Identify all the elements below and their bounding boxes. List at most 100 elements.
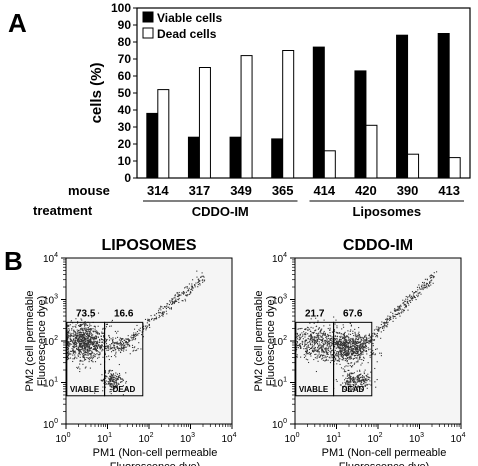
event-point [106,348,108,350]
event-point [80,334,82,336]
event-point [88,330,90,333]
event-point [363,343,365,345]
event-point [86,344,88,346]
event-point [191,287,193,289]
event-point [320,347,322,349]
event-point [87,339,89,341]
event-point [123,347,125,349]
event-point [319,355,321,357]
event-point [74,354,76,356]
event-point [329,362,332,364]
event-point [310,337,312,339]
event-point [364,385,367,387]
event-point [366,341,369,343]
event-point [78,348,80,350]
event-point [97,342,99,344]
event-point [416,291,418,293]
event-point [192,289,194,291]
event-point [77,335,79,337]
event-point [190,288,192,291]
event-point [74,339,77,341]
event-point [340,353,343,355]
event-point [367,373,369,375]
event-point [347,345,350,347]
event-point [351,350,353,352]
x-axis-label-line1: PM1 (Non-cell permeable [93,447,218,459]
event-point [365,374,367,376]
event-point [363,337,365,339]
event-point [113,381,115,383]
event-point [85,329,87,331]
event-point [100,363,102,365]
event-point [340,333,342,335]
event-point [67,353,70,355]
event-point [362,343,364,345]
x-axis-label-line2: Fluorescence dye) [110,461,201,466]
event-point [395,309,397,311]
y-tick-label: 20 [118,137,132,151]
event-point [85,337,87,339]
event-point [337,332,339,334]
event-point [71,329,73,331]
event-point [363,357,365,359]
event-point [314,342,316,344]
event-point [324,343,326,345]
event-point [340,367,343,369]
event-point [348,388,351,390]
gate-viable-label: VIABLE [299,385,329,394]
event-point [372,339,374,341]
event-point [309,353,312,355]
event-point [321,328,323,330]
event-point [354,331,356,333]
event-point [326,337,328,339]
event-point [85,358,87,361]
event-point [106,356,108,358]
event-point [357,340,359,342]
event-point [321,341,323,343]
event-point [89,323,91,325]
event-point [76,339,79,341]
event-point [84,351,86,354]
event-point [366,376,368,378]
event-point [111,319,113,321]
event-point [95,335,97,337]
event-point [327,359,329,361]
event-point [72,349,74,351]
event-point [339,344,341,346]
event-point [122,347,124,349]
event-point [421,287,423,289]
event-point [320,354,322,356]
event-point [78,337,80,339]
event-point [369,377,371,379]
event-point [72,335,74,337]
event-point [77,330,79,333]
event-point [397,313,399,315]
event-point [357,336,359,338]
event-point [333,341,335,344]
event-point [352,341,354,343]
event-point [133,336,135,338]
event-point [305,353,307,355]
event-point [316,341,318,343]
event-point [194,286,196,288]
event-point [96,353,98,355]
event-point [343,342,346,344]
event-point [363,371,365,373]
event-point [339,341,342,343]
event-point [69,337,71,339]
event-point [310,352,312,354]
event-point [363,376,365,378]
event-point [186,294,188,296]
event-point [76,336,78,338]
event-point [115,383,117,385]
event-point [334,358,336,360]
event-point [357,386,359,388]
event-point [67,338,69,340]
event-point [85,324,87,326]
event-point [147,320,149,322]
event-point [330,351,332,353]
event-point [169,300,171,302]
event-point [323,334,325,336]
event-point [184,298,186,300]
event-point [345,371,347,373]
